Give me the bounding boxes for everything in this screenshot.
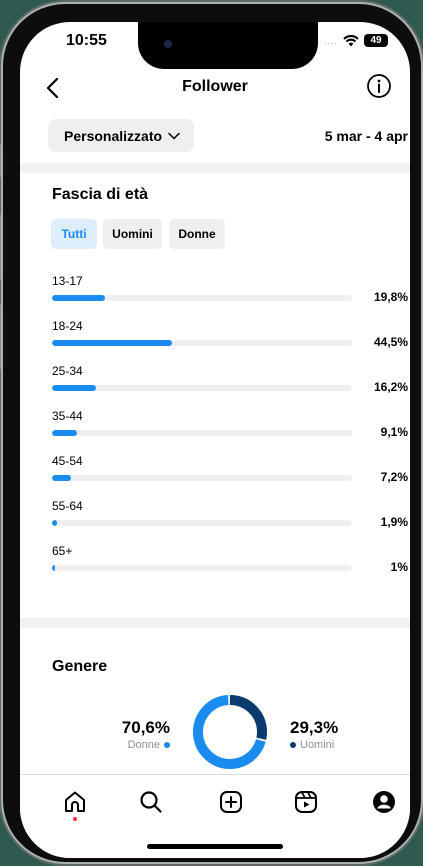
age-row-track: [52, 475, 352, 481]
donut-segment-men: [193, 695, 267, 769]
age-row-bar: [52, 340, 172, 346]
gender-chart: 70,6% Donne 29,3% Uomini: [20, 694, 410, 769]
age-row-value: 19,8%: [373, 290, 408, 304]
section-divider: [20, 618, 410, 628]
header: Follower: [20, 70, 410, 106]
age-row-bar: [52, 475, 71, 481]
age-row-track: [52, 340, 352, 346]
segment-women-label: Donne: [178, 227, 216, 241]
volume-up-button: [0, 214, 1, 280]
battery-icon: 49: [364, 34, 388, 47]
back-button[interactable]: [42, 74, 66, 102]
age-row: 25-34 16,2%: [52, 364, 408, 400]
info-icon: [367, 74, 391, 98]
wifi-icon: [343, 34, 359, 46]
age-row-bar: [52, 295, 105, 301]
search-icon: [140, 791, 162, 813]
age-row-value: 9,1%: [380, 425, 408, 439]
men-label: Uomini: [300, 739, 335, 751]
donut-segment-women: [193, 695, 267, 769]
age-row-bar: [52, 565, 55, 571]
tab-home[interactable]: [60, 787, 90, 817]
phone-frame: 10:55 .... 49 Follower: [0, 4, 421, 862]
notification-dot: [73, 817, 77, 821]
age-row: 55-64 1,9%: [52, 499, 408, 535]
age-row-label: 65+: [52, 544, 73, 558]
filter-row: Personalizzato 5 mar - 4 apr: [48, 119, 408, 153]
age-row-label: 13-17: [52, 274, 83, 288]
age-row: 35-44 9,1%: [52, 409, 408, 445]
info-button[interactable]: [366, 73, 392, 99]
age-row-bar: [52, 430, 77, 436]
chevron-left-icon: [46, 77, 59, 99]
men-legend-dot: [290, 742, 296, 748]
men-legend: Uomini: [290, 739, 334, 751]
segment-men[interactable]: Uomini: [103, 219, 162, 249]
range-dropdown-label: Personalizzato: [64, 127, 163, 144]
signal-icon: ....: [323, 35, 338, 46]
page-title: Follower: [182, 78, 248, 95]
tab-reels[interactable]: [291, 787, 321, 817]
volume-down-button: [0, 304, 1, 370]
women-percent: 70,6%: [121, 718, 170, 737]
age-row-label: 55-64: [52, 499, 83, 513]
age-row-label: 45-54: [52, 454, 83, 468]
segment-all[interactable]: Tutti: [51, 219, 97, 249]
age-row-value: 1%: [390, 560, 408, 574]
gender-donut: [193, 695, 267, 769]
gender-section-title: Genere: [52, 658, 108, 675]
age-row: 45-54 7,2%: [52, 454, 408, 490]
age-row-label: 25-34: [52, 364, 83, 378]
age-row-bar: [52, 385, 96, 391]
age-row-value: 1,9%: [380, 515, 408, 529]
women-legend-dot: [164, 742, 170, 748]
age-row-track: [52, 385, 352, 391]
age-row-track: [52, 295, 352, 301]
age-row-value: 7,2%: [380, 470, 408, 484]
tab-profile[interactable]: [369, 787, 399, 817]
segment-men-label: Uomini: [112, 227, 153, 241]
age-row-value: 16,2%: [373, 380, 408, 394]
segment-all-label: Tutti: [61, 227, 87, 241]
status-time: 10:55: [66, 32, 107, 49]
tab-create[interactable]: [216, 787, 246, 817]
home-icon: [65, 791, 85, 812]
women-label: Donne: [127, 739, 160, 751]
dynamic-island: [138, 22, 318, 69]
profile-icon: [373, 791, 395, 813]
tab-search[interactable]: [136, 787, 166, 817]
home-indicator: [147, 844, 283, 849]
age-section-title: Fascia di età: [52, 186, 149, 203]
age-row-track: [52, 565, 352, 571]
plus-square-icon: [220, 791, 242, 813]
women-legend: Donne: [128, 739, 170, 751]
age-row-bar: [52, 520, 57, 526]
age-row: 65+ 1%: [52, 544, 408, 580]
age-row: 13-17 19,8%: [52, 274, 408, 310]
age-row-label: 35-44: [52, 409, 83, 423]
mute-switch: [0, 144, 1, 178]
age-row: 18-24 44,5%: [52, 319, 408, 355]
screen: 10:55 .... 49 Follower: [20, 22, 410, 858]
reels-icon: [295, 791, 317, 813]
range-dropdown[interactable]: Personalizzato: [48, 119, 195, 152]
status-bar: 10:55 .... 49: [20, 22, 410, 69]
camera-dot: [164, 40, 172, 48]
chevron-down-icon: [168, 132, 180, 140]
men-percent: 29,3%: [290, 718, 339, 737]
status-icons: .... 49: [324, 34, 388, 47]
age-row-track: [52, 520, 352, 526]
section-divider: [20, 163, 410, 173]
age-row-track: [52, 430, 352, 436]
date-range: 5 mar - 4 apr: [324, 128, 408, 144]
age-row-value: 44,5%: [373, 335, 408, 349]
segment-women[interactable]: Donne: [169, 219, 225, 249]
age-row-label: 18-24: [52, 319, 83, 333]
